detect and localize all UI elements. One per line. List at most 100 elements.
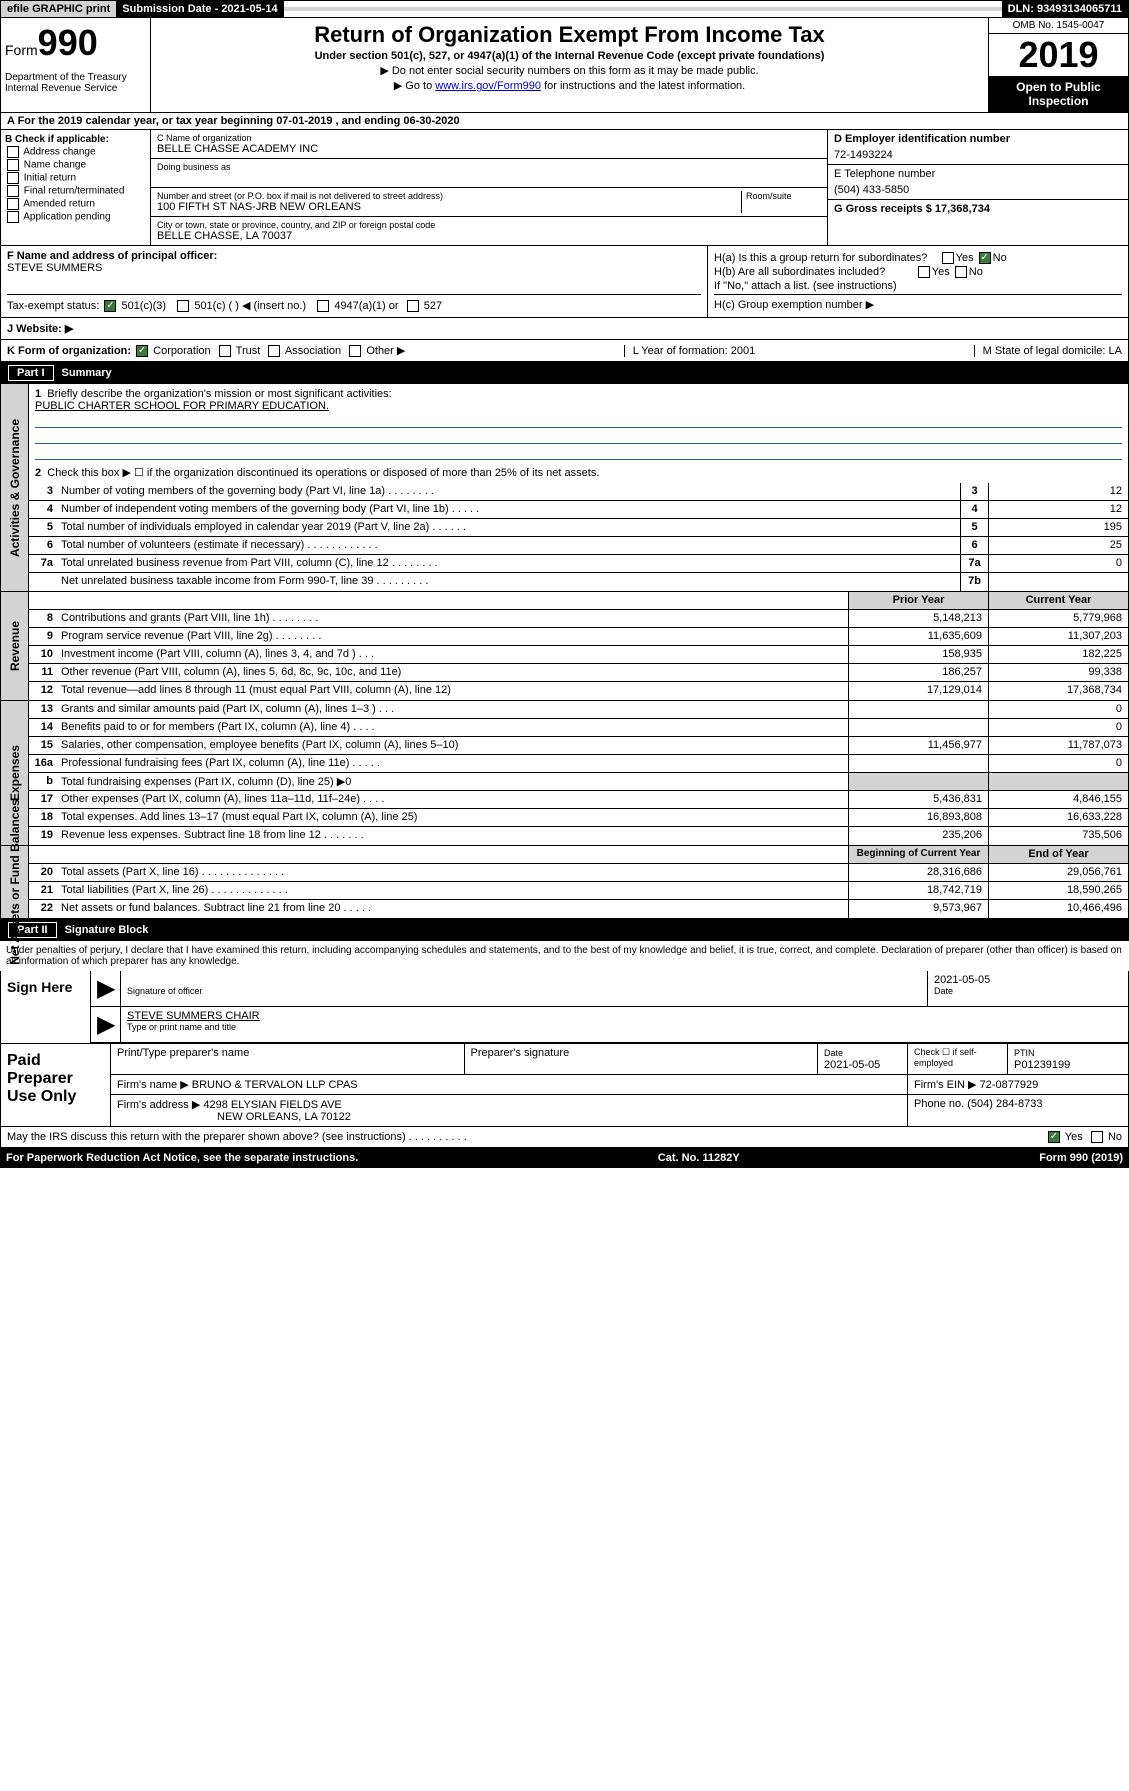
hb-label: H(b) Are all subordinates included? [714, 266, 885, 278]
name-change-check[interactable]: Name change [5, 159, 146, 171]
501c3-check[interactable]: ✓ [104, 300, 116, 312]
amended-return-check[interactable]: Amended return [5, 198, 146, 210]
hb-no[interactable] [955, 266, 967, 278]
data-row: 18Total expenses. Add lines 13–17 (must … [29, 809, 1128, 827]
dept-label: Department of the Treasury Internal Reve… [5, 72, 146, 94]
phone-label: E Telephone number [834, 168, 1122, 180]
exp-side-label: Expenses [8, 745, 22, 801]
firm-addr2: NEW ORLEANS, LA 70122 [217, 1111, 351, 1123]
phone-value: (504) 433-5850 [834, 184, 1122, 196]
sig-arrow-icon: ▶ [91, 971, 121, 1006]
ein-value: 72-1493224 [834, 149, 1122, 161]
form-title: Return of Organization Exempt From Incom… [155, 22, 984, 48]
data-row: 14Benefits paid to or for members (Part … [29, 719, 1128, 737]
begin-year-head: Beginning of Current Year [848, 846, 988, 863]
dba-label: Doing business as [157, 162, 821, 172]
self-employed-check[interactable]: Check ☐ if self-employed [908, 1044, 1008, 1074]
4947-check[interactable] [317, 300, 329, 312]
part-1-header: Part ISummary [0, 362, 1129, 384]
501c-check[interactable] [177, 300, 189, 312]
discuss-yes[interactable]: ✓ [1048, 1131, 1060, 1143]
data-row: 20Total assets (Part X, line 16) . . . .… [29, 864, 1128, 882]
efile-label[interactable]: efile GRAPHIC print [1, 1, 116, 17]
paid-preparer-section: Paid Preparer Use Only Print/Type prepar… [0, 1044, 1129, 1127]
room-label: Room/suite [741, 191, 821, 213]
tax-status-label: Tax-exempt status: [7, 300, 99, 312]
discontinued-check: Check this box ▶ ☐ if the organization d… [47, 467, 599, 479]
perjury-note: Under penalties of perjury, I declare th… [0, 941, 1129, 971]
hb-yes[interactable] [918, 266, 930, 278]
initial-return-check[interactable]: Initial return [5, 172, 146, 184]
expenses-section: Expenses 13Grants and similar amounts pa… [0, 701, 1129, 846]
data-row: 15Salaries, other compensation, employee… [29, 737, 1128, 755]
form-header: Form990 Department of the Treasury Inter… [0, 18, 1129, 113]
final-return-check[interactable]: Final return/terminated [5, 185, 146, 197]
cat-no: Cat. No. 11282Y [658, 1152, 740, 1164]
mission-text: PUBLIC CHARTER SCHOOL FOR PRIMARY EDUCAT… [35, 400, 1122, 412]
netassets-section: Net Assets or Fund Balances Beginning of… [0, 846, 1129, 919]
omb-number: OMB No. 1545-0047 [989, 18, 1128, 34]
gov-side-label: Activities & Governance [8, 419, 22, 557]
firm-addr-label: Firm's address ▶ [117, 1099, 200, 1111]
footer-left: For Paperwork Reduction Act Notice, see … [6, 1152, 358, 1164]
firm-ein: 72-0877929 [980, 1079, 1039, 1091]
city-state-zip: BELLE CHASSE, LA 70037 [157, 230, 821, 242]
ha-no[interactable]: ✓ [979, 252, 991, 264]
addr-change-check[interactable]: Address change [5, 146, 146, 158]
gov-row: 6Total number of volunteers (estimate if… [29, 537, 1128, 555]
website-label: J Website: ▶ [7, 322, 73, 335]
instructions-link[interactable]: www.irs.gov/Form990 [435, 80, 541, 92]
top-bar: efile GRAPHIC print Submission Date - 20… [0, 0, 1129, 18]
discuss-no[interactable] [1091, 1131, 1103, 1143]
app-pending-check[interactable]: Application pending [5, 211, 146, 223]
sig-date: 2021-05-05 [934, 974, 1122, 986]
footer: For Paperwork Reduction Act Notice, see … [0, 1148, 1129, 1168]
527-check[interactable] [407, 300, 419, 312]
data-row: 13Grants and similar amounts paid (Part … [29, 701, 1128, 719]
firm-phone: (504) 284-8733 [967, 1098, 1042, 1110]
preparer-sig-label: Preparer's signature [465, 1044, 819, 1074]
entity-info: B Check if applicable: Address change Na… [0, 130, 1129, 246]
data-row: 10Investment income (Part VIII, column (… [29, 646, 1128, 664]
submission-date: Submission Date - 2021-05-14 [116, 1, 283, 17]
ha-yes[interactable] [942, 252, 954, 264]
data-row: 21Total liabilities (Part X, line 26) . … [29, 882, 1128, 900]
current-year-head: Current Year [988, 592, 1128, 609]
sig-arrow-icon-2: ▶ [91, 1007, 121, 1042]
street-address: 100 FIFTH ST NAS-JRB NEW ORLEANS [157, 201, 741, 213]
corp-check[interactable]: ✓ [136, 345, 148, 357]
firm-name-label: Firm's name ▶ [117, 1079, 189, 1091]
officer-label: F Name and address of principal officer: [7, 250, 701, 262]
revenue-section: Revenue Prior YearCurrent Year 8Contribu… [0, 592, 1129, 701]
form-prefix: Form [5, 42, 38, 58]
sign-here-section: Sign Here ▶ Signature of officer 2021-05… [0, 971, 1129, 1044]
firm-addr1: 4298 ELYSIAN FIELDS AVE [203, 1099, 341, 1111]
gov-row: 5Total number of individuals employed in… [29, 519, 1128, 537]
footer-right: Form 990 (2019) [1039, 1152, 1123, 1164]
officer-name: STEVE SUMMERS [7, 262, 701, 274]
ptin: P01239199 [1014, 1059, 1070, 1071]
hc-label: H(c) Group exemption number ▶ [714, 294, 1122, 311]
year-formation: L Year of formation: 2001 [624, 345, 756, 357]
korg-row: K Form of organization: ✓ Corporation Tr… [0, 340, 1129, 362]
data-row: bTotal fundraising expenses (Part IX, co… [29, 773, 1128, 791]
org-name-label: C Name of organization [157, 133, 821, 143]
sig-officer-label: Signature of officer [127, 986, 921, 996]
rev-side-label: Revenue [8, 621, 22, 671]
other-check[interactable] [349, 345, 361, 357]
tax-year: 2019 [989, 34, 1128, 76]
korg-label: K Form of organization: [7, 345, 131, 357]
preparer-name-label: Print/Type preparer's name [111, 1044, 465, 1074]
box-b-label: B Check if applicable: [5, 134, 146, 145]
data-row: 12Total revenue—add lines 8 through 11 (… [29, 682, 1128, 700]
website-row: J Website: ▶ [0, 318, 1129, 340]
state-domicile: M State of legal domicile: LA [974, 345, 1122, 357]
trust-check[interactable] [219, 345, 231, 357]
hb-note: If "No," attach a list. (see instruction… [714, 280, 1122, 292]
assoc-check[interactable] [268, 345, 280, 357]
gov-row: Net unrelated business taxable income fr… [29, 573, 1128, 591]
open-public: Open to Public Inspection [989, 76, 1128, 112]
data-row: 17Other expenses (Part IX, column (A), l… [29, 791, 1128, 809]
ein-label: D Employer identification number [834, 133, 1122, 145]
mission-label: Briefly describe the organization's miss… [47, 388, 391, 400]
